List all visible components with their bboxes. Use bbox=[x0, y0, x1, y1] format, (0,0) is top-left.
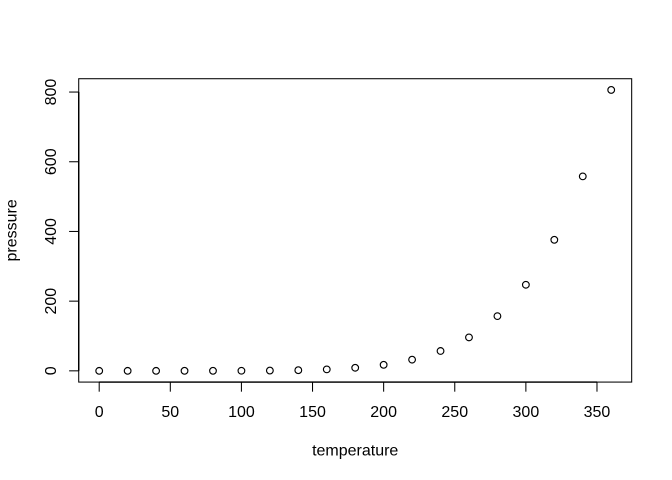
svg-text:0: 0 bbox=[43, 366, 60, 375]
svg-text:400: 400 bbox=[43, 218, 60, 245]
svg-text:pressure: pressure bbox=[3, 199, 20, 261]
svg-text:100: 100 bbox=[228, 404, 255, 421]
svg-text:250: 250 bbox=[441, 404, 468, 421]
svg-text:150: 150 bbox=[299, 404, 326, 421]
svg-text:50: 50 bbox=[161, 404, 179, 421]
svg-text:350: 350 bbox=[584, 404, 611, 421]
svg-text:200: 200 bbox=[43, 288, 60, 315]
svg-text:temperature: temperature bbox=[312, 443, 398, 460]
svg-text:600: 600 bbox=[43, 148, 60, 175]
svg-text:300: 300 bbox=[513, 404, 540, 421]
svg-text:800: 800 bbox=[43, 79, 60, 106]
svg-text:0: 0 bbox=[95, 404, 104, 421]
svg-text:200: 200 bbox=[370, 404, 397, 421]
